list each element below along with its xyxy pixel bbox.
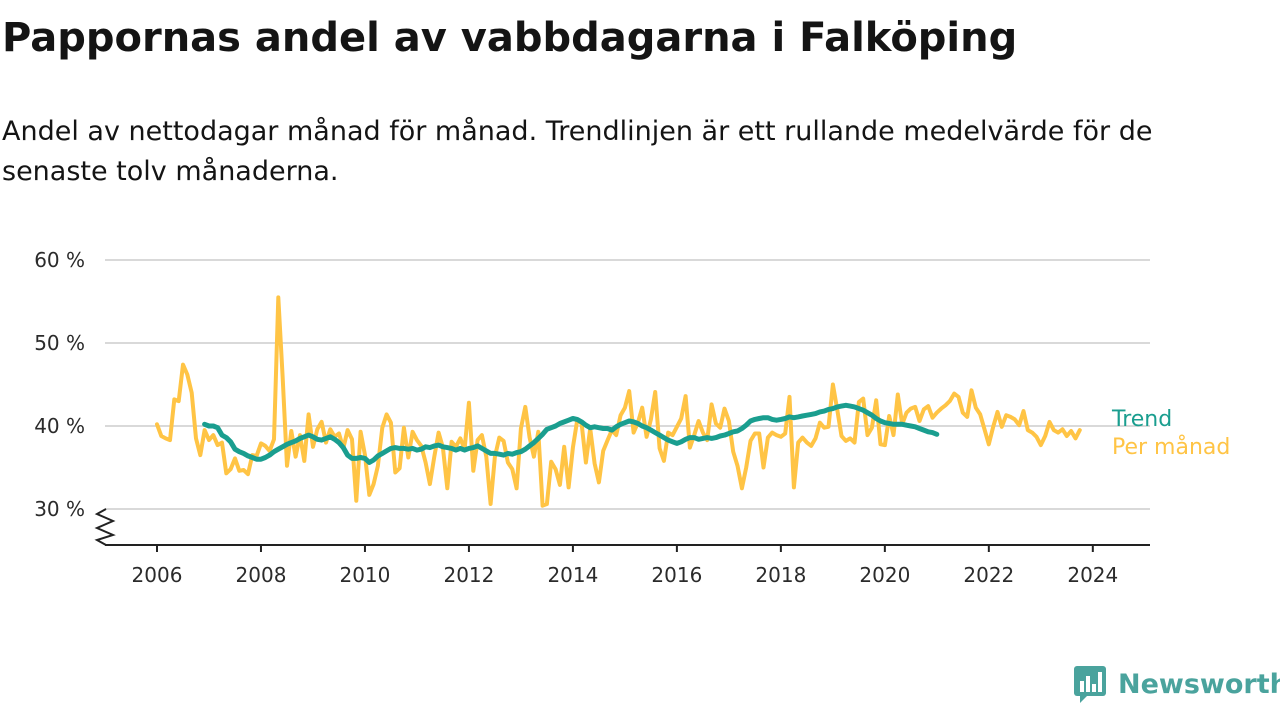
x-tick-label: 2018 [755, 563, 806, 587]
newsworthy-brand[interactable]: Newsworthy [1072, 664, 1280, 704]
x-tick-label: 2016 [651, 563, 702, 587]
brand-name: Newsworthy [1118, 668, 1280, 700]
x-tick-label: 2010 [339, 563, 390, 587]
y-tick-label: 40 % [34, 414, 85, 438]
newsworthy-logo-icon [1074, 666, 1106, 703]
x-tick-label: 2006 [132, 563, 183, 587]
trend-series-line [202, 402, 940, 465]
legend-label-per-manad: Per månad [1112, 434, 1230, 460]
chart-title: Pappornas andel av vabbdagarna i Falköpi… [2, 15, 1018, 61]
x-tick-label: 2020 [859, 563, 910, 587]
x-tick-label: 2012 [443, 563, 494, 587]
y-axis: 60 % 50 % 40 % 30 % [34, 248, 116, 546]
x-tick-label: 2022 [963, 563, 1014, 587]
y-tick-label: 30 % [34, 497, 85, 521]
grid-lines [105, 259, 1150, 510]
y-tick-label: 60 % [34, 248, 85, 272]
x-tick-label: 2014 [547, 563, 598, 587]
monthly-series-line [155, 295, 1082, 508]
axis-break-marker [94, 508, 116, 546]
legend-label-trend: Trend [1111, 407, 1172, 432]
x-tick-label: 2008 [236, 563, 287, 587]
x-tick-label: 2024 [1067, 563, 1118, 587]
y-tick-label: 50 % [34, 331, 85, 355]
series-lines [155, 295, 1082, 508]
chart-subtitle: Andel av nettodagar månad för månad. Tre… [2, 116, 1153, 187]
x-axis: 2006 2008 2010 2012 2014 2016 2018 2020 2022 2024 [105, 544, 1150, 587]
